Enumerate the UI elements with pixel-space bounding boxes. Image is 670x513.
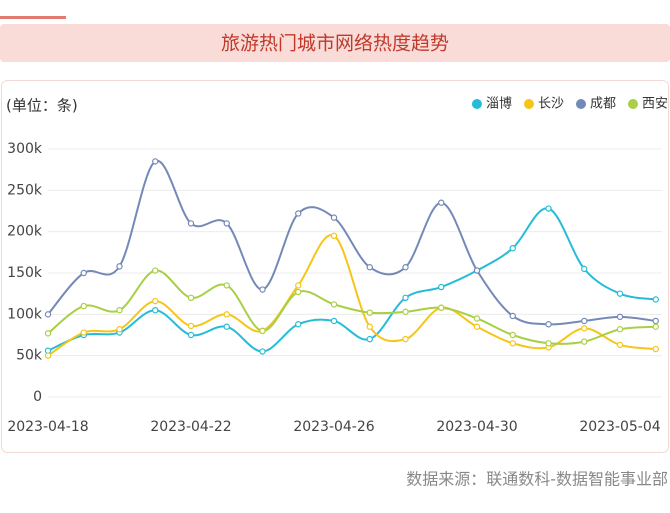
data-point: [152, 307, 159, 314]
data-point: [402, 294, 409, 301]
data-point: [438, 199, 445, 206]
data-point: [152, 158, 159, 165]
data-point: [366, 335, 373, 343]
data-point: [438, 304, 445, 311]
legend-swatch: [523, 99, 534, 109]
x-tick-label: 2023-05-04: [579, 419, 660, 435]
data-point: [616, 326, 624, 333]
y-tick-label: 50k: [16, 348, 43, 364]
data-point: [152, 267, 159, 274]
data-point: [509, 244, 516, 252]
legend-swatch: [471, 99, 482, 109]
data-point: [80, 329, 87, 336]
data-point: [44, 352, 52, 359]
data-point: [187, 331, 195, 339]
data-point: [330, 232, 338, 239]
x-tick-label: 2023-04-26: [293, 419, 374, 435]
data-point: [295, 288, 302, 296]
data-point: [223, 323, 230, 330]
data-point: [223, 220, 230, 227]
legend-swatch: [627, 99, 638, 109]
y-tick-label: 300k: [7, 141, 43, 157]
data-point: [223, 282, 230, 289]
y-tick-label: 100k: [7, 306, 43, 322]
y-tick-label: 200k: [7, 224, 43, 240]
y-tick-label: 150k: [7, 265, 43, 281]
y-tick-label: 250k: [7, 182, 43, 198]
data-point: [295, 210, 302, 217]
x-tick-label: 2023-04-30: [436, 419, 517, 435]
data-point: [223, 311, 230, 318]
x-tick-label: 2023-04-18: [7, 419, 88, 435]
data-point: [545, 321, 552, 328]
data-point: [652, 296, 659, 303]
data-point: [152, 297, 159, 305]
data-point: [116, 263, 123, 270]
x-tick-label: 2023-04-22: [150, 419, 231, 435]
data-point: [652, 345, 659, 353]
data-point: [295, 282, 302, 289]
data-point: [581, 325, 588, 332]
data-point: [581, 317, 588, 325]
data-point: [330, 301, 338, 308]
chart-title: 旅游热门城市网络热度趋势: [221, 33, 449, 55]
y-tick-label: 0: [33, 389, 42, 405]
data-point: [402, 308, 409, 316]
data-point: [616, 290, 624, 297]
data-point: [616, 313, 624, 321]
data-point: [402, 264, 409, 271]
data-point: [80, 302, 87, 310]
data-point: [116, 326, 123, 333]
data-point: [44, 311, 52, 318]
y-axis-label: (单位：条): [6, 97, 78, 115]
data-point: [652, 317, 659, 325]
data-point: [473, 267, 481, 274]
legend-label: 西安: [642, 97, 668, 112]
data-point: [509, 340, 516, 347]
data-point: [545, 205, 552, 212]
data-point: [509, 331, 516, 339]
title-band: [0, 24, 670, 62]
data-point: [187, 220, 195, 227]
data-point: [652, 323, 659, 330]
data-point: [581, 265, 588, 273]
data-point: [438, 283, 445, 291]
legend-label: 长沙: [538, 97, 564, 112]
accent-line: [0, 16, 66, 19]
data-point: [509, 312, 516, 320]
data-point: [366, 323, 373, 330]
data-point: [402, 335, 409, 343]
data-point: [116, 307, 123, 314]
data-point: [473, 323, 481, 330]
data-point: [366, 309, 373, 316]
data-point: [187, 322, 195, 330]
legend-label: 成都: [590, 97, 616, 112]
legend-swatch: [575, 99, 586, 109]
data-point: [259, 348, 266, 355]
data-point: [44, 330, 52, 337]
legend-label: 淄博: [486, 97, 512, 112]
source-note: 数据来源：联通数科-数据智能事业部: [406, 470, 668, 489]
data-point: [187, 294, 195, 301]
data-point: [330, 214, 338, 221]
data-point: [259, 327, 266, 335]
data-point: [581, 338, 588, 345]
data-point: [616, 341, 624, 349]
data-point: [545, 340, 552, 347]
data-point: [473, 315, 481, 322]
data-point: [259, 286, 266, 293]
data-point: [80, 269, 87, 277]
data-point: [366, 264, 373, 271]
data-point: [330, 317, 338, 325]
data-point: [295, 321, 302, 328]
